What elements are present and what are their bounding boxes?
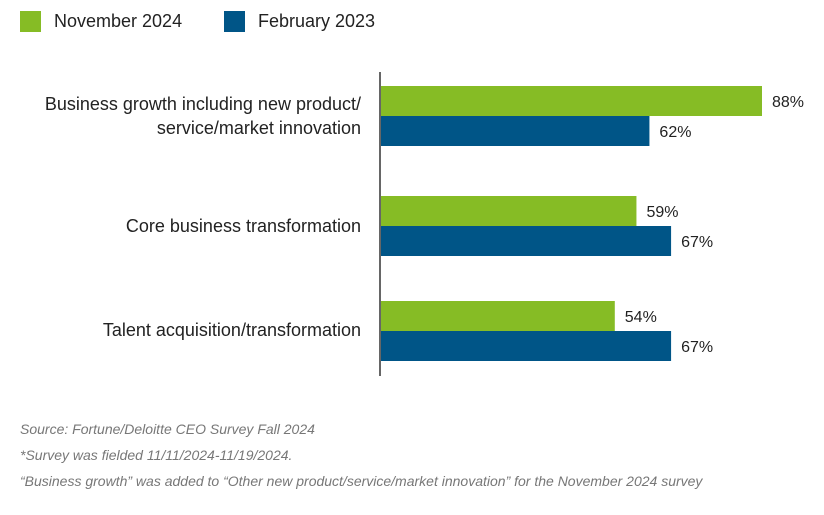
bar-february-2023-2: [381, 331, 672, 361]
category-label-line: service/market innovation: [156, 118, 361, 138]
category-label-line: Business growth including new product/: [44, 94, 361, 114]
data-label-november-2024-0: 88%: [772, 94, 804, 111]
legend-swatch-november-2024: [20, 11, 41, 32]
change-note: “Business growth” was added to “Other ne…: [20, 473, 703, 489]
data-label-november-2024-1: 59%: [646, 204, 678, 221]
bar-chart: 88% 59% 54% 62% 67% 67%: [379, 72, 804, 376]
footnotes: Source: Fortune/Deloitte CEO Survey Fall…: [20, 416, 702, 494]
bar-november-2024-0: [381, 86, 762, 116]
data-label-november-2024-2: 54%: [625, 309, 657, 326]
category-label-core-business: Core business transformation: [126, 214, 361, 238]
data-label-february-2023-1: 67%: [681, 234, 713, 251]
bar-november-2024-2: [381, 301, 615, 331]
data-label-february-2023-0: 62%: [659, 124, 691, 141]
legend-swatch-february-2023: [224, 11, 245, 32]
legend-label-february-2023: February 2023: [258, 11, 376, 31]
legend-item-november-2024: November 2024: [20, 11, 182, 32]
source-note: Source: Fortune/Deloitte CEO Survey Fall…: [20, 421, 315, 437]
category-label-line: Talent acquisition/transformation: [102, 320, 361, 340]
survey-note: *Survey was fielded 11/11/2024-11/19/202…: [20, 447, 293, 463]
legend-item-february-2023: February 2023: [224, 11, 375, 32]
bar-february-2023-1: [381, 226, 672, 256]
bar-november-2024-1: [381, 196, 637, 226]
category-label-line: Core business transformation: [125, 216, 361, 236]
category-label-talent: Talent acquisition/transformation: [103, 318, 361, 342]
category-label-business-growth: Business growth including new product/ s…: [45, 92, 361, 140]
legend-label-november-2024: November 2024: [54, 11, 183, 31]
data-label-february-2023-2: 67%: [681, 339, 713, 356]
bar-february-2023-0: [381, 116, 650, 146]
